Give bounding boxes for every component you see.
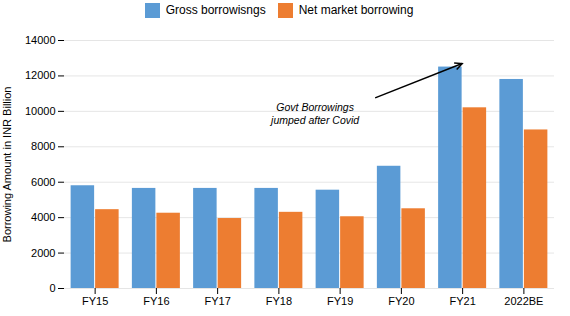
- svg-text:FY18: FY18: [266, 295, 292, 307]
- svg-text:FY19: FY19: [327, 295, 353, 307]
- svg-text:2022BE: 2022BE: [504, 295, 543, 307]
- svg-text:FY21: FY21: [449, 295, 475, 307]
- html-text:Gross borrowisngs: Gross borrowisngs: [165, 3, 266, 17]
- svg-text:4000: 4000: [31, 211, 55, 223]
- svg-text:0: 0: [49, 282, 55, 294]
- html-text:Net market borrowing: Net market borrowing: [298, 3, 414, 17]
- svg-text:8000: 8000: [31, 140, 55, 152]
- svg-text:12000: 12000: [25, 69, 56, 81]
- svg-text:FY17: FY17: [204, 295, 230, 307]
- svg-text:FY20: FY20: [388, 295, 414, 307]
- svg-text:6000: 6000: [31, 176, 55, 188]
- svg-text:FY15: FY15: [82, 295, 108, 307]
- svg-text:Govt Borrowingsjumped after Co: Govt Borrowingsjumped after Covid: [269, 101, 360, 126]
- svg-text:Borrowing Amount in INR Billio: Borrowing Amount in INR Billion: [1, 87, 13, 243]
- svg-text:10000: 10000: [25, 105, 56, 117]
- svg-text:2000: 2000: [31, 247, 55, 259]
- svg-text:14000: 14000: [25, 34, 56, 46]
- svg-text:FY16: FY16: [143, 295, 169, 307]
